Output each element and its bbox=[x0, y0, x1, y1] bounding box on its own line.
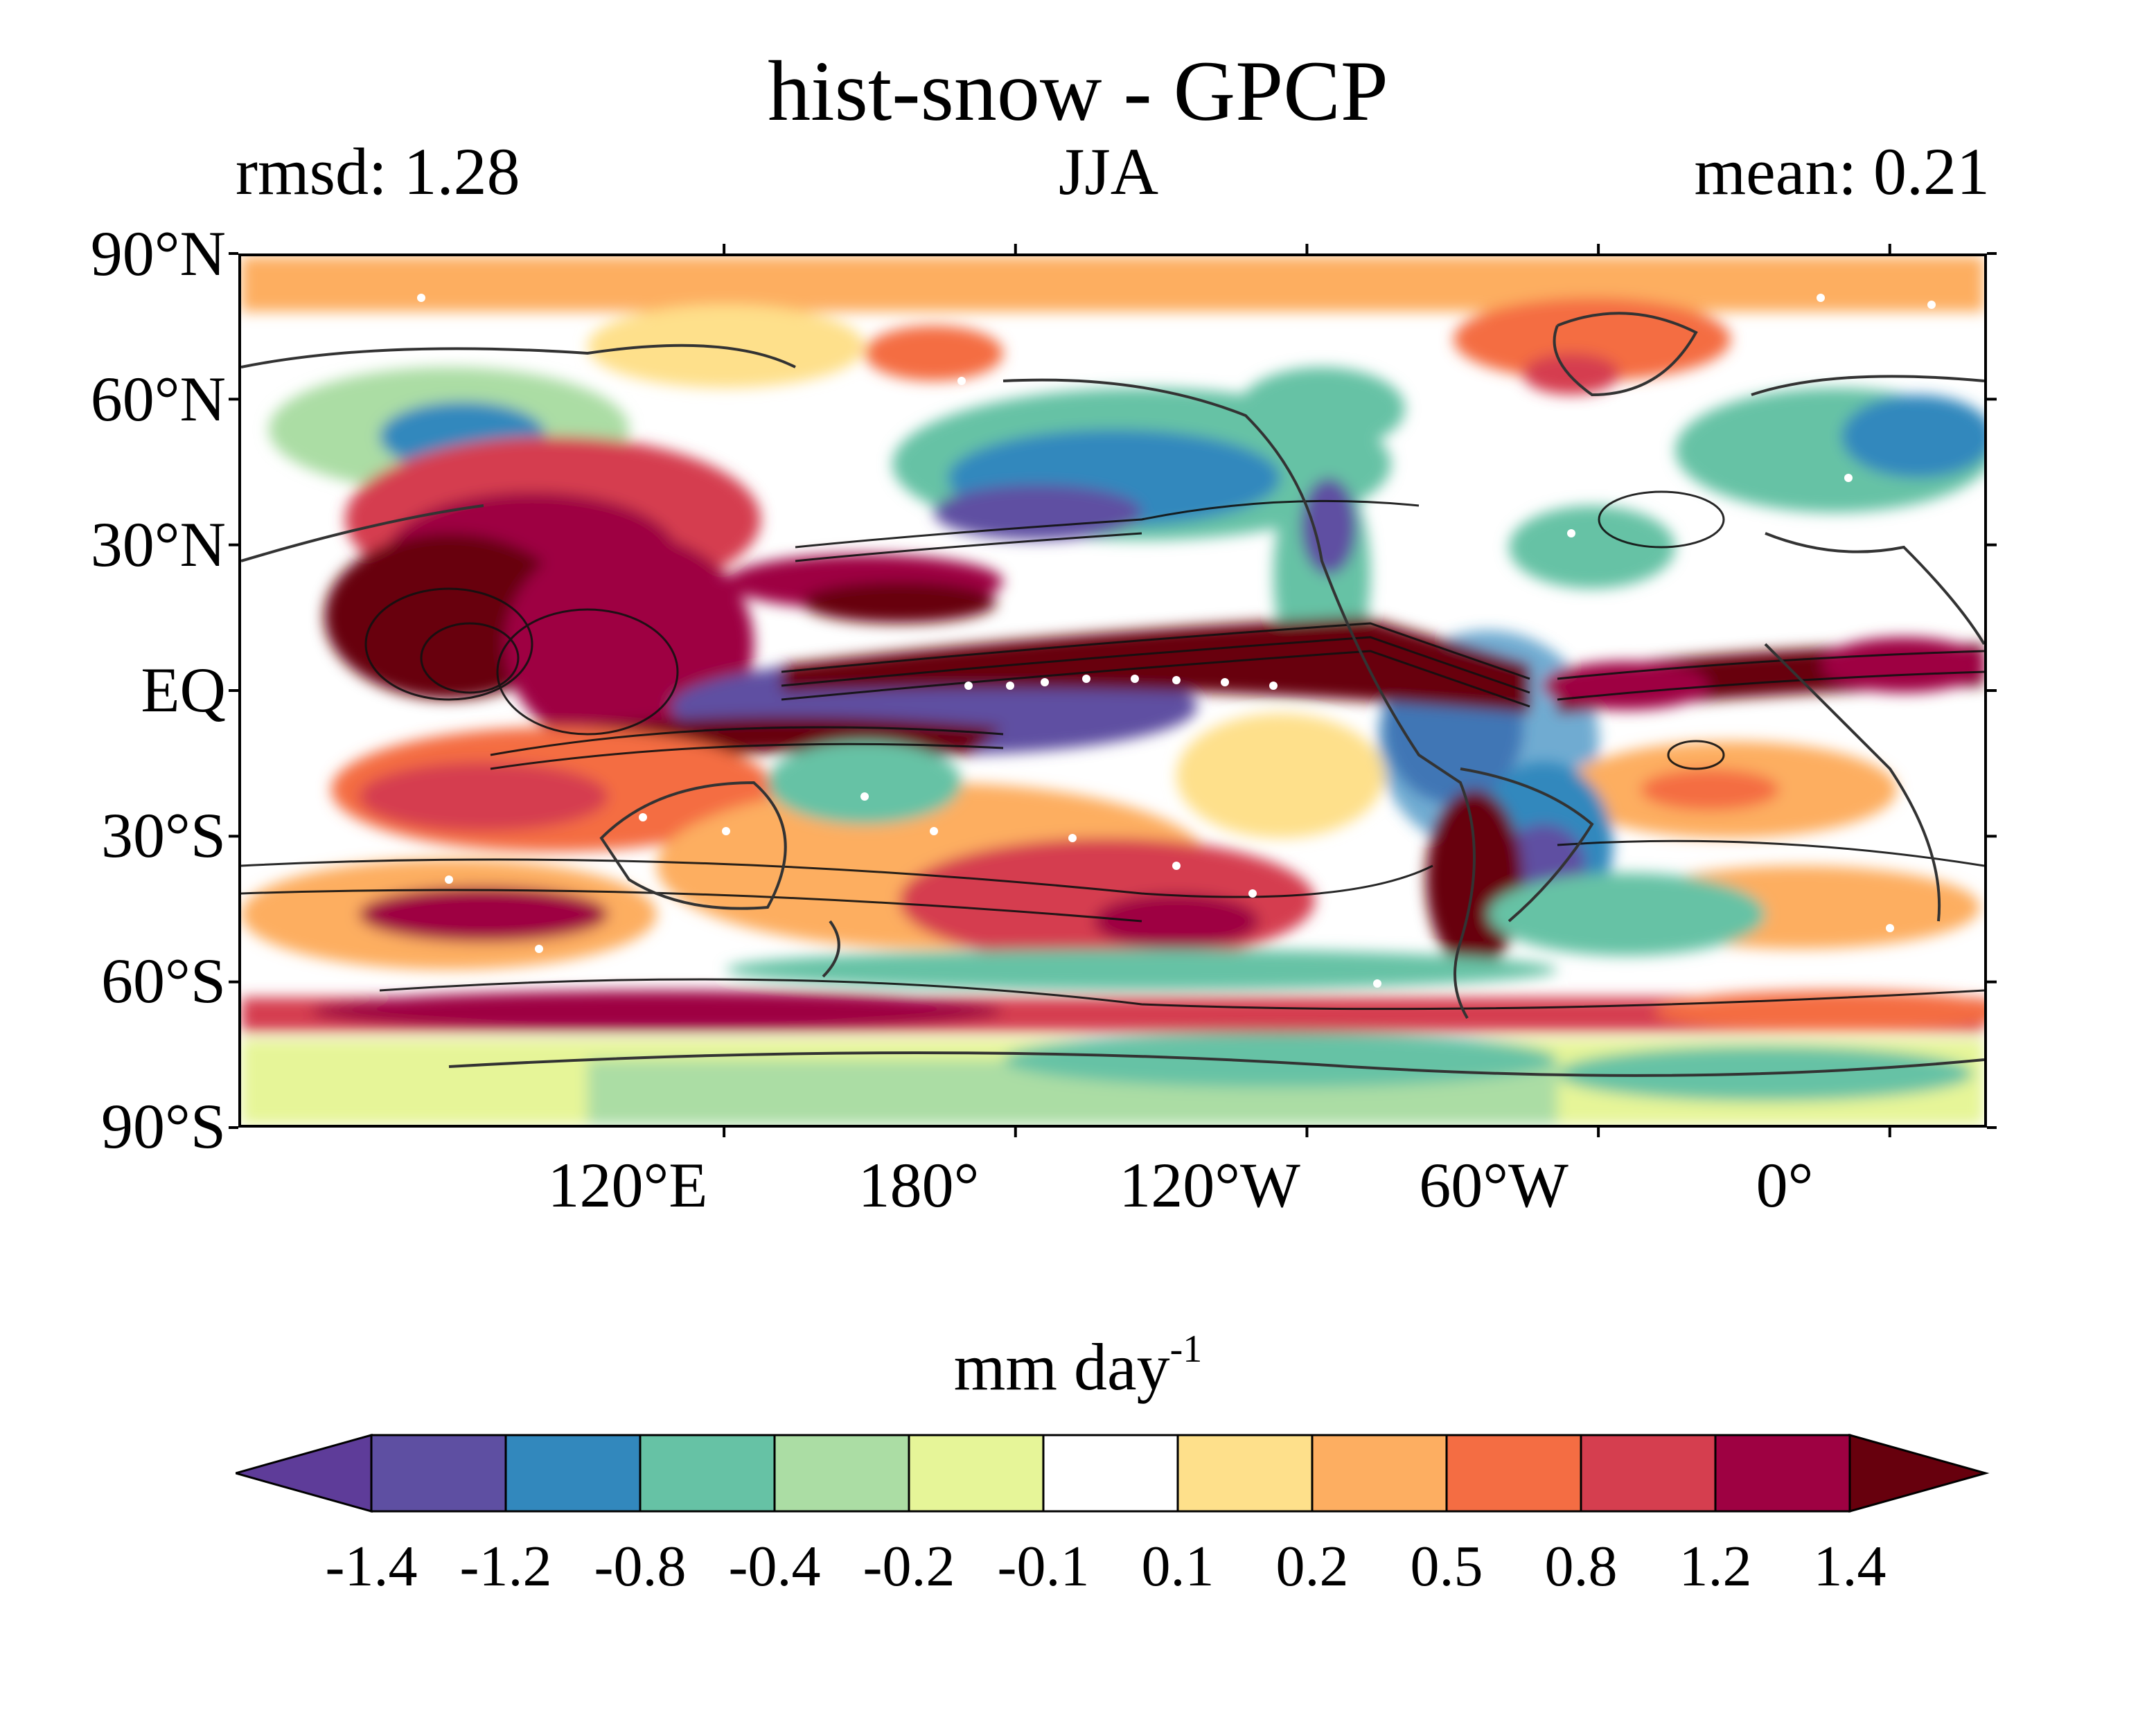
precip-bias-map bbox=[241, 256, 1984, 1125]
lon-label-120w: 120°W bbox=[1119, 1150, 1300, 1220]
lat-label-30s: 30°S bbox=[101, 800, 226, 871]
colorbar-tick-label: -0.8 bbox=[594, 1534, 687, 1599]
map-panel bbox=[238, 253, 1987, 1128]
colorbar-extend-high bbox=[1848, 1434, 1990, 1513]
colorbar-cell-10 bbox=[1580, 1434, 1717, 1513]
rmsd-label: rmsd: 1.28 bbox=[236, 134, 520, 208]
colorbar-tick-label: -0.2 bbox=[863, 1534, 955, 1599]
filled-field bbox=[241, 256, 1984, 1125]
colorbar-cell-4 bbox=[773, 1434, 910, 1513]
lat-label-60n: 60°N bbox=[90, 364, 226, 434]
colorbar-tick-label: 0.5 bbox=[1410, 1534, 1483, 1599]
colorbar-tick-label: -1.2 bbox=[459, 1534, 552, 1599]
lat-label-90n: 90°N bbox=[90, 218, 226, 289]
colorbar-tick-label: -0.4 bbox=[728, 1534, 821, 1599]
colorbar-tick-label: 0.2 bbox=[1275, 1534, 1349, 1599]
colorbar-tick-label: -0.1 bbox=[997, 1534, 1090, 1599]
lat-label-eq: EQ bbox=[141, 655, 226, 725]
lat-label-90s: 90°S bbox=[101, 1091, 226, 1162]
coastlines bbox=[241, 312, 1984, 1077]
significance-stippling bbox=[417, 294, 1963, 988]
colorbar-tick-label: 1.2 bbox=[1679, 1534, 1752, 1599]
colorbar-extend-low bbox=[236, 1434, 373, 1513]
lon-label-0: 0° bbox=[1756, 1150, 1814, 1220]
lon-label-60w: 60°W bbox=[1419, 1150, 1569, 1220]
season-label: JJA bbox=[1058, 134, 1159, 208]
colorbar-tick-label: 0.1 bbox=[1141, 1534, 1214, 1599]
climatology-contours bbox=[241, 490, 1984, 1011]
figure-title: hist-snow - GPCP bbox=[768, 44, 1388, 139]
colorbar-cell-11 bbox=[1714, 1434, 1851, 1513]
mean-label: mean: 0.21 bbox=[1694, 134, 1990, 208]
colorbar-cell-2 bbox=[504, 1434, 642, 1513]
colorbar-cell-5 bbox=[908, 1434, 1045, 1513]
map-ticks bbox=[229, 244, 1997, 1137]
colorbar-tick-label: 0.8 bbox=[1544, 1534, 1618, 1599]
colorbar-cell-9 bbox=[1445, 1434, 1582, 1513]
colorbar-cell-1 bbox=[370, 1434, 507, 1513]
colorbar-cell-6 bbox=[1042, 1434, 1179, 1513]
lon-label-120e: 120°E bbox=[547, 1150, 708, 1220]
colorbar bbox=[236, 1434, 1990, 1513]
colorbar-cell-8 bbox=[1311, 1434, 1448, 1513]
colorbar-tick-label: 1.4 bbox=[1813, 1534, 1886, 1599]
lon-label-180: 180° bbox=[858, 1150, 980, 1220]
colorbar-cell-7 bbox=[1176, 1434, 1314, 1513]
lat-label-30n: 30°N bbox=[90, 509, 226, 580]
colorbar-tick-label: -1.4 bbox=[325, 1534, 418, 1599]
colorbar-cell-3 bbox=[639, 1434, 776, 1513]
lat-label-60s: 60°S bbox=[101, 945, 226, 1016]
colorbar-unit-label: mm day-1 bbox=[953, 1328, 1203, 1404]
